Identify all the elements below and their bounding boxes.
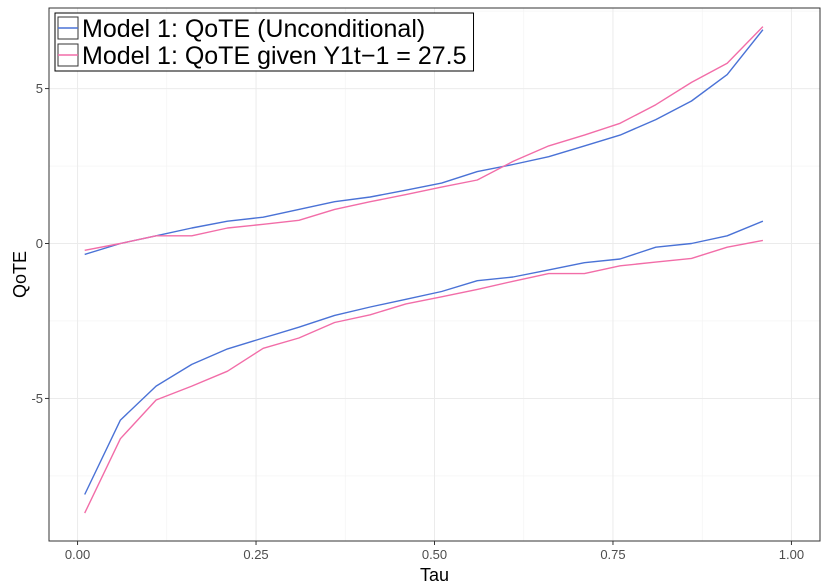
x-tick-label: 1.00 bbox=[779, 547, 804, 562]
y-axis-title: QoTE bbox=[10, 251, 30, 298]
legend-label: Model 1: QoTE given Y1t−1 = 27.5 bbox=[82, 42, 467, 70]
series-layer bbox=[84, 26, 764, 514]
x-axis-title: Tau bbox=[420, 565, 449, 585]
y-tick-label: 5 bbox=[36, 81, 43, 96]
series-2-line-upper bbox=[84, 26, 764, 251]
series-2-line-lower bbox=[84, 239, 764, 514]
legend-entries: Model 1: QoTE (Unconditional)Model 1: Qo… bbox=[57, 15, 467, 70]
x-tick-label: 0.50 bbox=[422, 547, 447, 562]
x-tick-label: 0.25 bbox=[243, 547, 268, 562]
x-tick-label: 0.75 bbox=[600, 547, 625, 562]
legend-label: Model 1: QoTE (Unconditional) bbox=[82, 15, 425, 43]
x-axis-ticks: 0.00 0.25 0.50 0.75 1.00 bbox=[65, 541, 804, 562]
legend-box bbox=[54, 12, 475, 72]
series-1-line-lower bbox=[84, 220, 764, 495]
series-1-line-upper bbox=[84, 29, 764, 256]
y-axis-ticks: -5 0 5 bbox=[31, 81, 49, 406]
grid-major bbox=[49, 8, 820, 541]
legend: Model 1: QoTE (Unconditional)Model 1: Qo… bbox=[54, 12, 475, 72]
y-tick-label: 0 bbox=[36, 236, 43, 251]
x-tick-label: 0.00 bbox=[65, 547, 90, 562]
y-tick-label: -5 bbox=[31, 391, 43, 406]
